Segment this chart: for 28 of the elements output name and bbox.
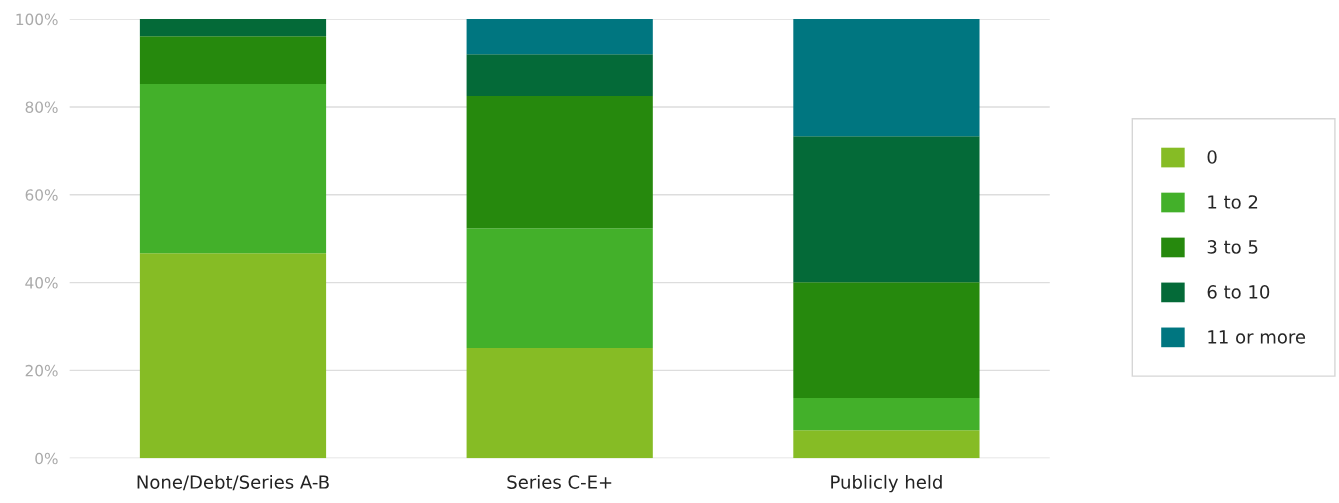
bar: [793, 19, 980, 137]
legend-label: 6 to 10: [1207, 285, 1270, 299]
bar: [139, 84, 327, 254]
bar: [793, 282, 980, 399]
legend-label: 3 to 5: [1207, 240, 1258, 254]
x-tick-label: None/Debt/Series A-B: [137, 474, 329, 491]
x-tick-label: Publicly held: [831, 474, 942, 493]
y-tick-label: 60%: [25, 189, 58, 201]
legend-label: 0: [1207, 150, 1217, 164]
bar: [466, 54, 653, 96]
y-tick-label: 100%: [16, 13, 58, 26]
y-tick-label: 80%: [25, 101, 58, 113]
y-tick-label: 40%: [25, 277, 58, 289]
bar: [139, 36, 327, 85]
bar: [466, 95, 653, 229]
bar: [793, 136, 980, 283]
legend-label: 1 to 2: [1208, 195, 1258, 209]
bar: [793, 398, 980, 431]
bar: [466, 348, 653, 459]
bar: [139, 19, 327, 37]
y-tick-label: 0%: [35, 452, 58, 465]
y-tick-label: 20%: [25, 364, 58, 377]
bar: [139, 253, 327, 459]
legend-label: 11 or more: [1208, 330, 1306, 344]
bar: [793, 430, 980, 459]
bar: [466, 228, 653, 349]
x-tick-label: Series C-E+: [507, 474, 612, 489]
bar: [466, 19, 653, 55]
